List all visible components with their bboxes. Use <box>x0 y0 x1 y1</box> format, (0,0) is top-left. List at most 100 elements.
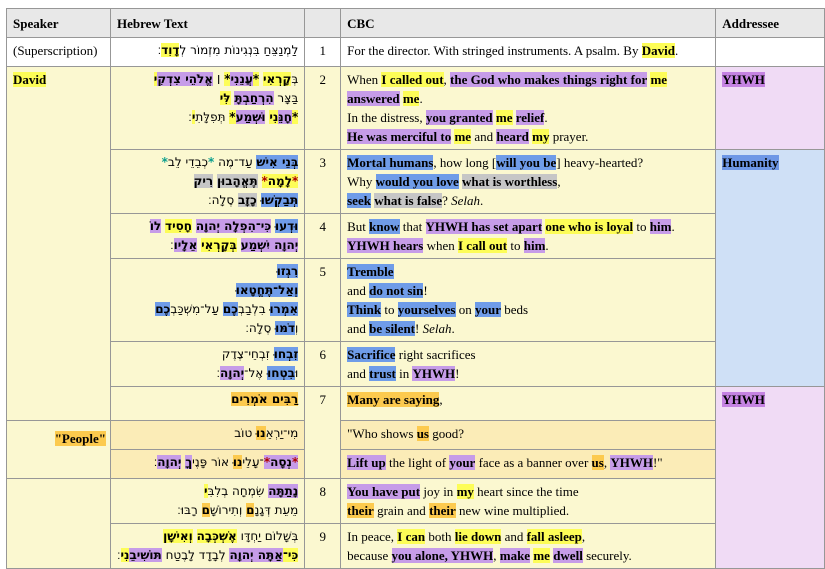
cbc-people-quote-2: Lift up the light of your face as a bann… <box>340 449 717 479</box>
cbc-verse-6: Sacrifice right sacrifices and trust in Y… <box>340 341 717 387</box>
text-segment: וְאִישָׁן <box>163 529 193 543</box>
verse-number-1: 1 <box>304 37 342 67</box>
text-segment: Why <box>347 174 376 189</box>
cbc-verse-1: For the director. With stringed instrume… <box>340 37 717 67</box>
text-segment: בְּשָׁלוֹם יַחְדָּו <box>236 529 299 543</box>
cbc-verse-7: Many are saying, <box>340 386 717 421</box>
text-segment: know <box>369 219 400 234</box>
text-segment: David <box>13 72 47 87</box>
verse-number-3: 3 <box>304 149 342 214</box>
text-segment: lie down <box>454 529 502 544</box>
text-segment: fall asleep <box>526 529 582 544</box>
text-segment: י <box>153 72 158 86</box>
verse-number-5: 5 <box>304 258 342 342</box>
text-segment: heard <box>496 129 529 144</box>
text-segment: your <box>475 302 501 317</box>
cbc-verse-8: You have put joy in my heart since the t… <box>340 478 717 524</box>
row-verse-5: רִגְזוּ וְאַל־תֶּחֱטָאוּ אִמְרוּ בִלְבַבְכ… <box>7 258 825 342</box>
row-verse-7: רַבִּים אֹמְרִים 7 Many are saying, YHWH <box>7 386 825 569</box>
text-segment: אֱלֹהֵי צִדְקִ <box>157 72 214 86</box>
text-segment: * <box>208 155 215 169</box>
text-line: Tremble <box>347 262 709 281</box>
text-segment: אֶשְׁכְּבָה <box>196 529 237 543</box>
text-segment: נִי <box>269 110 279 124</box>
text-segment: רַבִּים אֹמְרִים <box>231 392 299 406</box>
text-line: their grain and their new wine multiplie… <box>347 501 709 520</box>
text-segment: Tremble <box>347 264 394 279</box>
cbc-verse-5: Tremble and do not sin! Think to yourselve… <box>340 258 717 342</box>
text-segment: , <box>439 392 443 407</box>
text-segment: my <box>456 484 474 499</box>
text-segment: Mortal humans <box>347 155 434 170</box>
text-segment: beds <box>501 302 529 317</box>
verse-number-9: 9 <box>304 523 342 569</box>
text-segment: אֵלָיו <box>173 238 198 252</box>
text-segment: YHWH hears <box>347 238 424 253</box>
text-line: and be silent! Selah. <box>347 319 709 338</box>
text-segment: * <box>291 110 299 124</box>
text-segment: נָתַתָּה <box>268 484 299 498</box>
text-segment: I can <box>397 529 426 544</box>
text-segment: . <box>480 193 484 208</box>
hebrew-people-quote-1: מִי־יַרְאֵנוּ טוֹב <box>109 420 306 450</box>
text-segment: , <box>603 455 611 470</box>
text-segment: עַד־מֶה <box>214 155 257 169</box>
hebrew-people-quote-2: *נְסָה*־עָלֵינוּ אוֹר פָּנֶיךָ יְהוָה׃ <box>109 449 306 479</box>
text-line: YHWH hears when I call out to him. <box>347 236 709 255</box>
text-segment: בְּנֵי אִישׁ <box>256 155 299 169</box>
addressee-verse-1 <box>715 37 825 67</box>
row-verse-3: בְּנֵי אִישׁ עַד־מֶה *כְבֵדֵי לֵב* *לָמָה… <box>7 149 825 387</box>
text-segment: you granted <box>425 110 493 125</box>
text-line: רַבִּים אֹמְרִים <box>117 390 299 409</box>
text-segment: me <box>533 548 550 563</box>
text-segment: Humanity <box>722 155 779 170</box>
cbc-verse-3: Mortal humans, how long [will you be] he… <box>340 149 717 214</box>
text-segment: one who is loyal <box>545 219 634 234</box>
text-segment: בִטְחוּ <box>267 366 295 380</box>
text-line: Lift up the light of your face as a bann… <box>347 453 709 472</box>
text-segment: the light of <box>385 455 450 470</box>
text-segment: * <box>263 455 271 469</box>
text-segment: "People" <box>54 431 106 446</box>
text-segment: אַתָּה יְהוָה <box>229 548 283 562</box>
text-segment: בַּצָּר <box>273 91 299 105</box>
text-line: וְאַל־תֶּחֱטָאוּ <box>117 281 299 300</box>
speaker-empty-verses-8-9 <box>6 478 111 569</box>
text-segment: ם <box>201 503 210 517</box>
row-superscription: (Superscription) לַמְנַצֵּחַ בִּנְגִינוֹ… <box>6 37 825 67</box>
text-line: seek what is false? Selah. <box>347 191 709 210</box>
hebrew-verse-2: בְּקָרְאִי *עֲנֵנִי* ׀ אֱלֹהֵי צִדְקִי בַ… <box>109 66 306 150</box>
text-segment: . <box>419 91 423 106</box>
text-segment: me <box>402 91 420 106</box>
text-segment: עַל־מִשְׁכַּבְ <box>170 302 223 316</box>
header-row: Speaker Hebrew Text CBC Addressee <box>6 8 825 38</box>
text-segment: י <box>203 484 208 498</box>
text-segment: that <box>399 219 426 234</box>
verse-number-2: 2 <box>304 66 342 150</box>
psalm-analysis-table: Speaker Hebrew Text CBC Addressee (Super… <box>6 8 825 569</box>
verse-number-6: 6 <box>304 341 342 387</box>
text-line: בַּצָּר הִרְחַבְתָּ לִּי <box>117 89 298 108</box>
text-segment: YHWH <box>722 392 765 407</box>
cbc-verse-2: When I called out, the God who makes thi… <box>340 66 717 150</box>
text-segment: on <box>455 302 475 317</box>
text-segment: prayer. <box>549 129 589 144</box>
hebrew-verse-3: בְּנֵי אִישׁ עַד־מֶה *כְבֵדֵי לֵב* *לָמָה… <box>109 149 306 214</box>
hebrew-verse-7: רַבִּים אֹמְרִים <box>109 386 306 421</box>
text-segment: But <box>347 219 370 234</box>
text-segment: ׀ <box>213 72 225 86</box>
text-segment: me <box>650 72 668 87</box>
text-segment: YHWH <box>722 72 765 87</box>
text-segment: me <box>495 110 513 125</box>
text-segment: תּוֹשִׁיבֵ <box>129 548 162 562</box>
text-segment: כֶם <box>222 302 239 316</box>
text-segment: בְּ <box>291 72 299 86</box>
text-segment: כְבֵדֵי לֵב <box>167 155 208 169</box>
text-segment: זִבְחֵי־צֶדֶק <box>221 347 274 361</box>
text-line: Why would you love what is worthless, <box>347 172 709 191</box>
text-segment: רִיק <box>193 174 214 188</box>
text-segment: In the distress, <box>347 110 426 125</box>
text-line: *לָמָה* תֶּאֱהָבוּן רִיק <box>117 172 299 191</box>
text-segment: us <box>591 455 604 470</box>
text-segment: הִרְחַבְתָּ <box>234 91 274 105</box>
